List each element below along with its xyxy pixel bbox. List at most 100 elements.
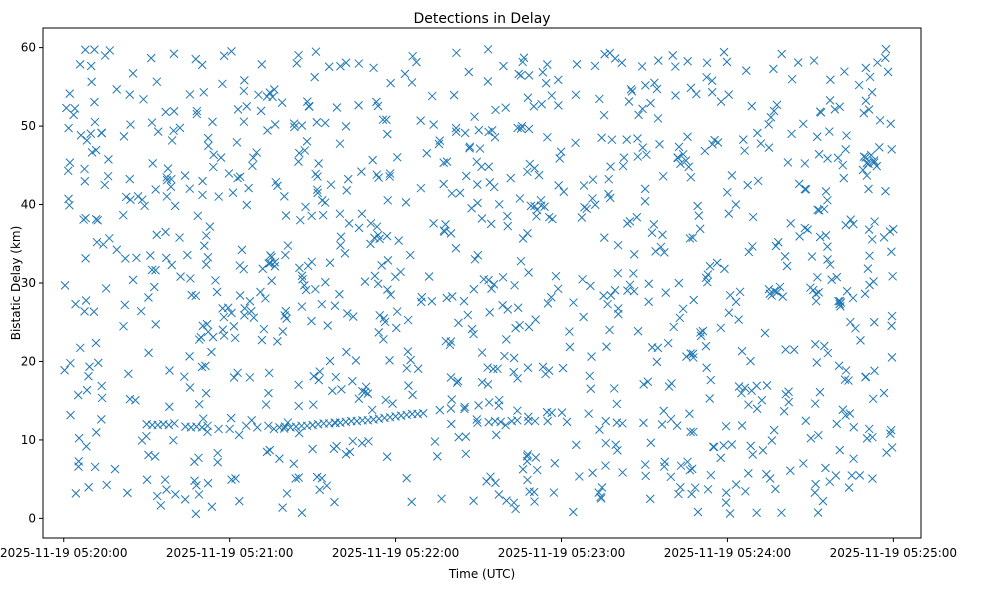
detection-point [741, 66, 751, 75]
detection-point [671, 91, 680, 100]
detection-point [192, 481, 201, 490]
detection-point [197, 362, 207, 372]
detection-point [297, 302, 307, 311]
detection-point [370, 271, 380, 281]
detection-point [861, 372, 870, 382]
detection-point [747, 101, 757, 111]
detection-point [302, 97, 312, 107]
detection-point [325, 258, 335, 268]
detection-point [861, 153, 871, 162]
detection-point [606, 291, 616, 300]
detection-point [166, 182, 176, 192]
detection-point [501, 335, 511, 344]
detection-point [727, 171, 737, 180]
detection-point [171, 490, 180, 499]
detection-point [513, 374, 522, 383]
detection-point [780, 252, 790, 261]
detection-point [588, 175, 598, 185]
detection-point [382, 452, 392, 462]
detection-point [185, 383, 195, 392]
detection-point [513, 406, 522, 416]
detection-point [239, 86, 249, 96]
detection-point [152, 230, 162, 240]
detection-point [364, 436, 373, 446]
detection-point [524, 71, 534, 80]
detection-point [624, 97, 634, 106]
detection-point [815, 387, 825, 397]
detection-point [336, 61, 345, 71]
detection-point [834, 296, 843, 306]
detection-point [724, 308, 734, 318]
detection-point [762, 381, 772, 390]
detection-point [92, 237, 102, 247]
detection-point [223, 303, 233, 313]
detection-point [144, 348, 153, 358]
detection-point [525, 487, 534, 496]
detection-point [377, 260, 387, 270]
detection-point [136, 306, 146, 316]
detection-point [126, 120, 135, 129]
detection-point [746, 356, 755, 366]
detection-point [651, 247, 660, 256]
detection-point [451, 123, 461, 133]
detection-point [724, 90, 734, 100]
detection-point [779, 406, 789, 416]
detection-point [275, 454, 284, 463]
detection-point [103, 171, 113, 181]
detection-point [706, 375, 716, 385]
detection-point [633, 134, 642, 143]
detection-point [821, 231, 831, 240]
detection-point [317, 473, 327, 483]
detection-point [655, 139, 664, 149]
detection-point [696, 331, 706, 341]
detection-point [194, 399, 204, 409]
detection-point [90, 97, 99, 107]
detection-point [169, 126, 178, 136]
detection-point [819, 204, 829, 214]
detection-point [373, 279, 383, 289]
detection-point [454, 432, 464, 442]
detection-point [668, 51, 678, 60]
detection-point [264, 388, 273, 398]
detection-point [451, 243, 461, 253]
detection-point [530, 201, 539, 211]
detection-point [406, 355, 416, 365]
detection-point [348, 376, 357, 386]
detection-point [644, 279, 654, 289]
detection-point [557, 408, 567, 418]
detection-point [549, 488, 559, 497]
detection-point [490, 132, 500, 142]
detection-point [719, 441, 729, 450]
detection-point [887, 145, 897, 154]
detection-point [512, 415, 522, 425]
detection-point [602, 342, 611, 352]
detection-point [748, 212, 758, 222]
detection-point [277, 98, 287, 107]
detection-point [104, 154, 113, 164]
detection-point [218, 325, 228, 335]
detection-point [294, 148, 304, 158]
detection-point [214, 192, 224, 201]
detection-point [883, 67, 893, 77]
detection-point [452, 48, 461, 58]
detection-point [119, 321, 128, 331]
detection-point [849, 422, 859, 432]
detection-point [123, 488, 132, 498]
detection-point [577, 213, 587, 222]
detection-point [199, 241, 209, 251]
detection-point [469, 329, 478, 339]
detection-point [532, 465, 542, 475]
detection-point [844, 483, 854, 492]
detection-point [81, 296, 91, 305]
detection-point [851, 323, 860, 333]
detection-point [836, 302, 845, 311]
detection-point [66, 358, 75, 368]
detection-point [861, 96, 871, 106]
detection-point [63, 166, 73, 176]
detection-point [153, 127, 163, 136]
detection-point [888, 271, 897, 281]
detection-point [427, 91, 437, 101]
detection-point [228, 188, 238, 198]
detection-point [442, 157, 452, 166]
detection-point [720, 264, 729, 274]
